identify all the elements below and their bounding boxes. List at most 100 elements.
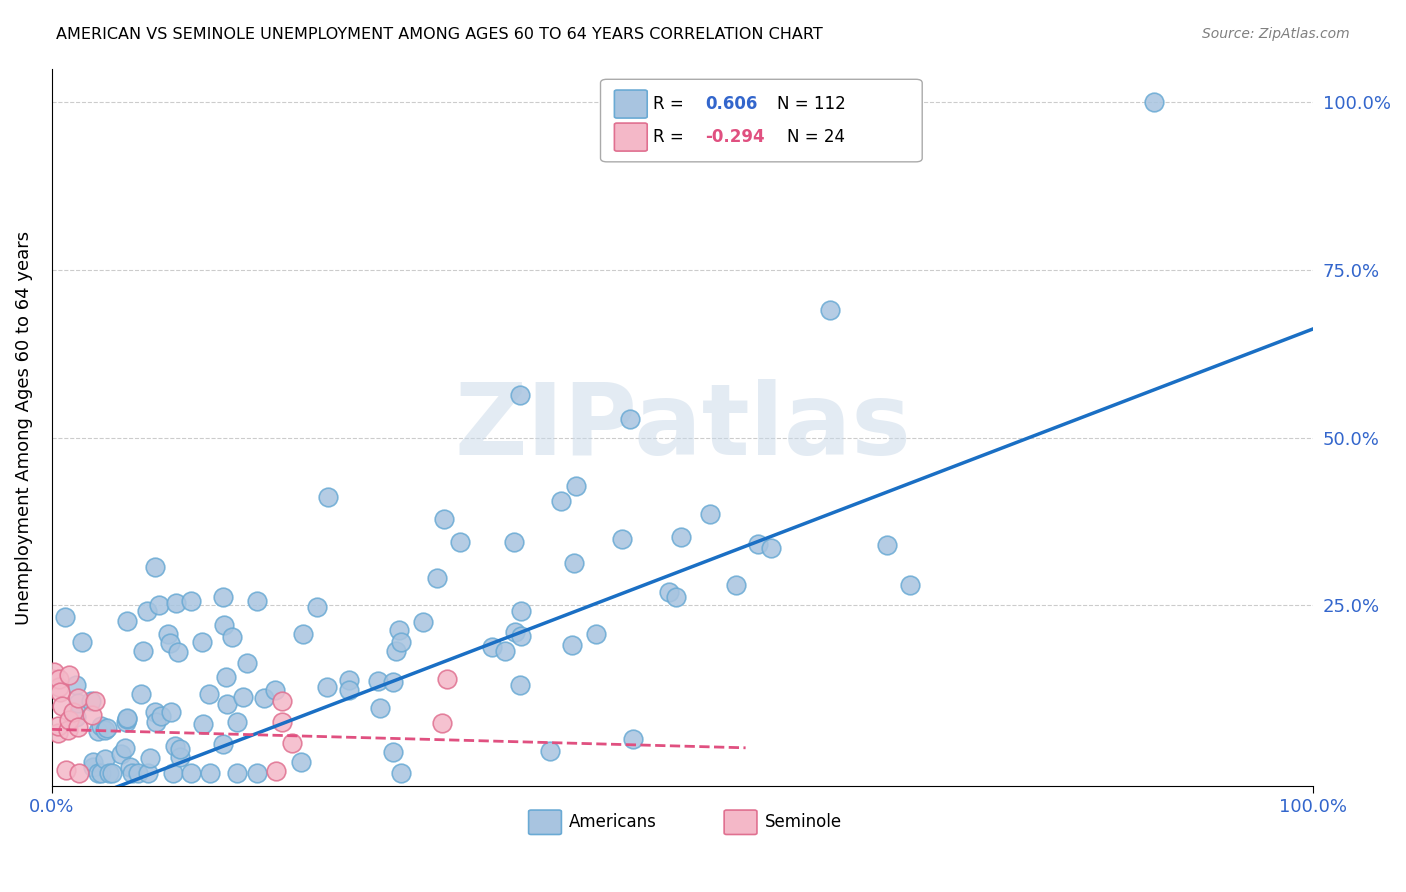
Point — [271, 694, 294, 708]
Text: 0.606: 0.606 — [706, 95, 758, 113]
Point — [136, 766, 159, 780]
Point — [235, 656, 257, 670]
Point — [90, 719, 112, 733]
Point — [221, 630, 243, 644]
Point — [121, 766, 143, 780]
Point — [389, 766, 412, 780]
Point — [67, 696, 90, 710]
Point — [433, 512, 456, 526]
Point — [665, 590, 688, 604]
Point — [97, 766, 120, 780]
Point — [46, 719, 69, 733]
Point — [165, 597, 187, 611]
Point — [232, 690, 254, 705]
Point — [67, 766, 90, 780]
Point — [382, 745, 405, 759]
Point — [58, 668, 80, 682]
Point — [225, 714, 247, 729]
Point — [62, 705, 84, 719]
Point — [115, 614, 138, 628]
Point — [510, 604, 533, 618]
Point — [215, 670, 238, 684]
Point — [82, 708, 104, 723]
Point — [215, 698, 238, 712]
Point — [367, 674, 389, 689]
Point — [110, 747, 132, 761]
Point — [82, 756, 104, 770]
Point — [145, 715, 167, 730]
Point — [80, 694, 103, 708]
Point — [65, 678, 87, 692]
Point — [51, 698, 73, 713]
Point — [509, 678, 531, 692]
Point — [55, 763, 77, 777]
Text: Seminole: Seminole — [765, 814, 842, 831]
Point — [129, 688, 152, 702]
Point — [66, 720, 89, 734]
Point — [163, 739, 186, 753]
Point — [430, 716, 453, 731]
Point — [56, 723, 79, 737]
Point — [271, 715, 294, 730]
Point — [412, 615, 434, 629]
Point — [1142, 95, 1164, 109]
Point — [820, 303, 842, 318]
Point — [761, 541, 783, 556]
Point — [115, 711, 138, 725]
Point — [87, 723, 110, 738]
Point — [699, 508, 721, 522]
Point — [505, 625, 527, 640]
Point — [82, 760, 104, 774]
Point — [114, 741, 136, 756]
Point — [143, 705, 166, 719]
Text: -0.294: -0.294 — [706, 128, 765, 146]
Point — [538, 744, 561, 758]
Point — [669, 530, 692, 544]
Point — [391, 634, 413, 648]
Point — [200, 766, 222, 780]
Point — [368, 700, 391, 714]
Point — [382, 674, 405, 689]
Point — [132, 644, 155, 658]
Point — [159, 636, 181, 650]
Text: R =: R = — [654, 128, 685, 146]
Point — [747, 537, 769, 551]
Y-axis label: Unemployment Among Ages 60 to 64 years: Unemployment Among Ages 60 to 64 years — [15, 230, 32, 624]
Point — [337, 673, 360, 688]
Point — [96, 722, 118, 736]
Text: R =: R = — [654, 95, 685, 113]
Point — [562, 556, 585, 570]
Point — [157, 626, 180, 640]
Text: N = 24: N = 24 — [787, 128, 845, 146]
Point — [198, 687, 221, 701]
Point — [612, 532, 634, 546]
Point — [388, 623, 411, 637]
Point — [101, 766, 124, 780]
Point — [84, 694, 107, 708]
Point — [281, 736, 304, 750]
Point — [58, 713, 80, 727]
Point — [136, 604, 159, 618]
Text: N = 112: N = 112 — [778, 95, 846, 113]
Point — [494, 644, 516, 658]
Point — [42, 672, 65, 686]
Point — [143, 559, 166, 574]
Text: AMERICAN VS SEMINOLE UNEMPLOYMENT AMONG AGES 60 TO 64 YEARS CORRELATION CHART: AMERICAN VS SEMINOLE UNEMPLOYMENT AMONG … — [56, 27, 823, 42]
Point — [510, 629, 533, 643]
Point — [127, 766, 149, 780]
Point — [264, 682, 287, 697]
Point — [48, 672, 70, 686]
Point — [264, 764, 287, 778]
Point — [65, 710, 87, 724]
Point — [318, 490, 340, 504]
Point — [291, 626, 314, 640]
Point — [93, 723, 115, 737]
Point — [48, 681, 70, 695]
Point — [93, 752, 115, 766]
Point — [87, 766, 110, 780]
Point — [481, 640, 503, 655]
Point — [150, 708, 173, 723]
Point — [46, 725, 69, 739]
Point — [115, 715, 138, 730]
FancyBboxPatch shape — [529, 810, 561, 835]
